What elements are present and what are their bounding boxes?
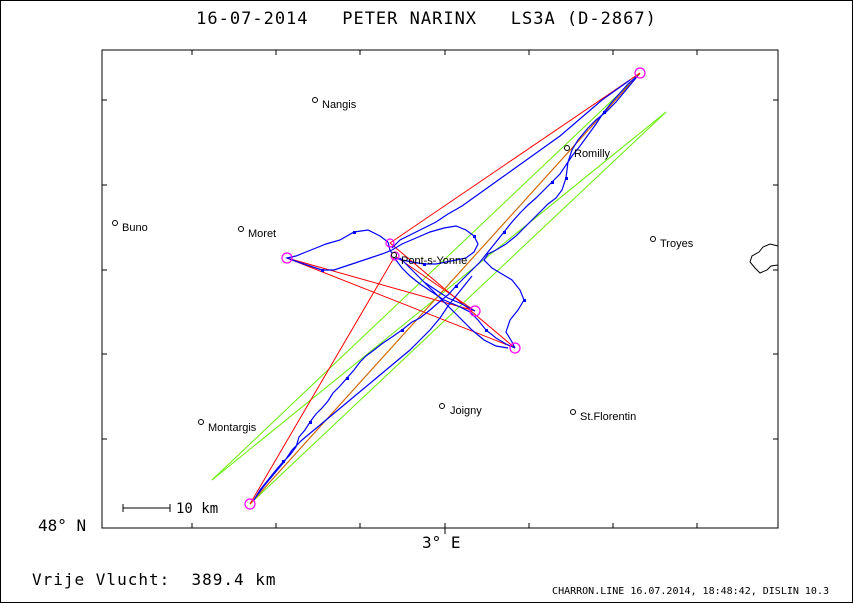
- turnpoint-3: [390, 251, 400, 261]
- town-pont-s-yonne: Pont-s-Yonne: [391, 252, 467, 267]
- town-label: Moret: [248, 228, 276, 240]
- left-ticks: [102, 99, 107, 440]
- right-ticks: [773, 99, 778, 440]
- scale-bar: 10 km: [122, 501, 218, 517]
- outline-fragment: [749, 243, 779, 274]
- town-marker: [312, 97, 318, 103]
- turnpoint-6: [509, 342, 521, 354]
- town-marker: [439, 403, 445, 409]
- town-marker: [112, 220, 118, 226]
- town-buno: Buno: [112, 220, 148, 234]
- turnpoint-1: [634, 67, 646, 79]
- town-marker: [564, 145, 570, 151]
- turnpoint-2: [385, 238, 395, 248]
- town-label: Troyes: [660, 238, 694, 250]
- map-plot-frame: [101, 49, 779, 529]
- turnpoint-5: [469, 305, 481, 317]
- town-joigny: Joigny: [439, 403, 482, 417]
- town-marker: [238, 226, 244, 232]
- town-moret: Moret: [238, 226, 276, 240]
- town-romilly: Romilly: [564, 145, 611, 160]
- town-label: Buno: [122, 222, 148, 234]
- longitude-label: 3° E: [422, 533, 461, 552]
- fai-sector: [211, 73, 667, 505]
- turnpoints: [244, 67, 646, 510]
- track-markers: [282, 111, 606, 463]
- town-label: Romilly: [574, 148, 611, 160]
- latitude-label: 48° N: [38, 516, 86, 535]
- town-label: Joigny: [450, 405, 482, 417]
- town-label: Montargis: [208, 422, 257, 434]
- free-flight-distance: Vrije Vlucht: 389.4 km: [32, 570, 277, 589]
- town-marker: [570, 409, 576, 415]
- town-marker: [391, 252, 397, 258]
- town-label: Nangis: [322, 99, 357, 111]
- town-troyes: Troyes: [650, 236, 694, 250]
- top-ticks: [191, 50, 698, 55]
- scale-bar-label: 10 km: [176, 501, 218, 517]
- town-nangis: Nangis: [312, 97, 357, 111]
- gps-track: [253, 75, 639, 501]
- town-marker: [650, 236, 656, 242]
- bottom-ticks: [191, 523, 698, 534]
- town-st-florentin: St.Florentin: [570, 409, 636, 423]
- town-marker: [198, 419, 204, 425]
- turnpoint-start: [244, 498, 256, 510]
- town-label: St.Florentin: [580, 411, 636, 423]
- town-montargis: Montargis: [198, 419, 257, 434]
- flight-title: 16-07-2014 PETER NARINX LS3A (D-2867): [196, 9, 657, 29]
- main-leg: [251, 74, 639, 503]
- turnpoint-4: [281, 252, 293, 264]
- town-label: Pont-s-Yonne: [401, 255, 467, 267]
- footer-info: CHARRON.LINE 16.07.2014, 18:48:42, DISLI…: [552, 586, 829, 597]
